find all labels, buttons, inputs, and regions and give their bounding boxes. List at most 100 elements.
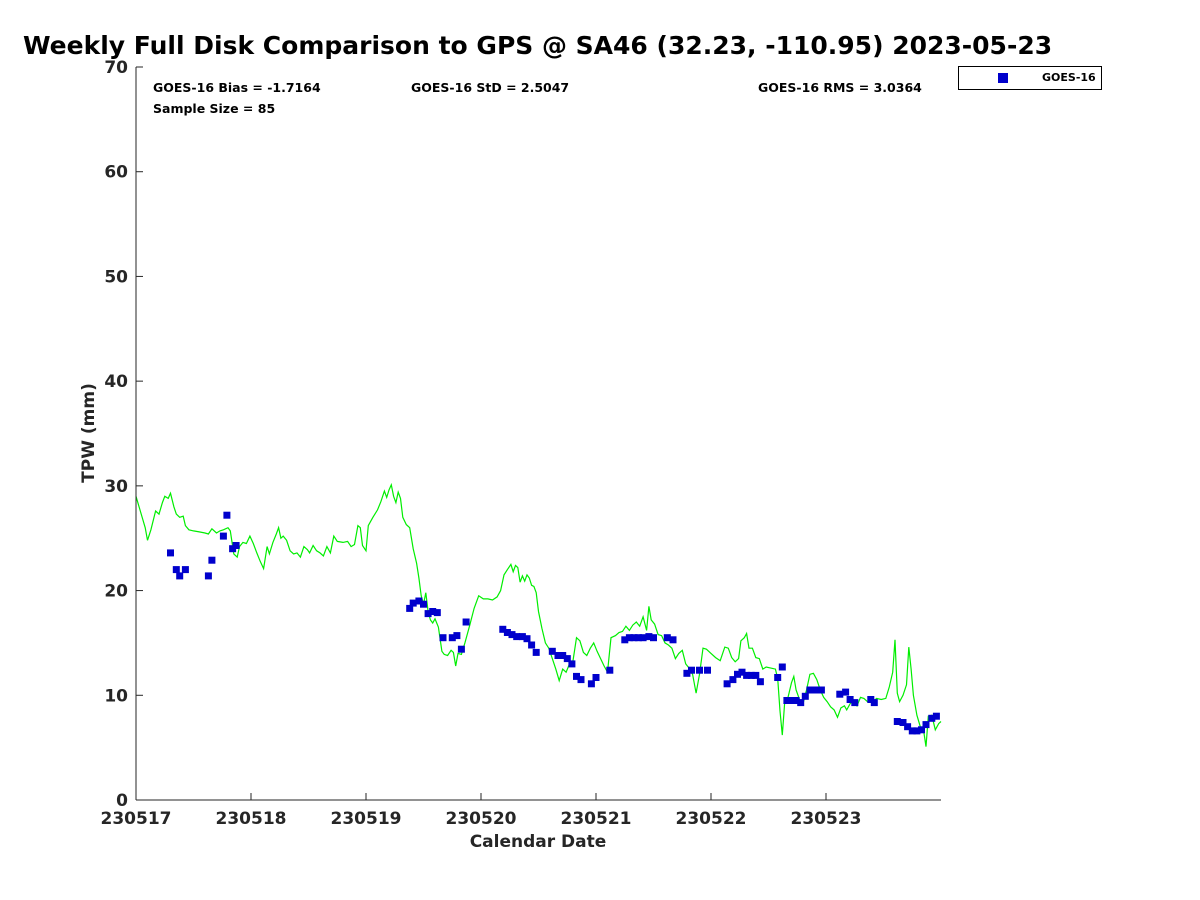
x-tick-label: 230518 xyxy=(216,809,287,829)
goes16-data-point xyxy=(559,652,567,659)
y-tick-label: 30 xyxy=(104,477,128,497)
goes16-data-point xyxy=(688,666,695,674)
goes16-data-point xyxy=(797,699,805,707)
goes16-data-point xyxy=(513,633,521,641)
goes16-data-point xyxy=(788,697,795,704)
y-ticks: 0 10 20 30 40 50 60 70 xyxy=(104,58,143,811)
goes16-data-point xyxy=(528,641,536,649)
legend: GOES-16 xyxy=(958,66,1102,90)
x-axis-label: Calendar Date xyxy=(470,832,607,852)
goes16-data-point xyxy=(842,688,850,696)
goes16-data-point xyxy=(554,652,562,659)
x-tick-label: 230523 xyxy=(791,809,862,829)
goes16-data-point xyxy=(508,631,516,639)
goes16-data-point xyxy=(606,666,614,674)
goes16-data-point xyxy=(429,608,437,615)
goes16-data-point xyxy=(752,671,760,679)
goes16-data-point xyxy=(587,680,595,688)
goes16-data-point xyxy=(846,696,854,703)
goes16-data-point xyxy=(503,629,511,636)
goes16-data-point xyxy=(532,648,540,656)
goes16-data-point xyxy=(181,566,189,574)
goes16-data-point xyxy=(851,699,859,707)
goes16-data-point xyxy=(870,699,878,707)
bias-stat: GOES-16 Bias = -1.7164 xyxy=(153,80,321,95)
goes16-data-point xyxy=(899,719,907,726)
goes16-data-point xyxy=(176,572,184,580)
goes16-data-point xyxy=(457,645,465,653)
y-tick-label: 50 xyxy=(104,267,128,287)
legend-box xyxy=(958,66,1102,90)
goes16-data-point xyxy=(448,634,456,642)
goes16-data-point xyxy=(778,663,786,671)
x-tick-label: 230519 xyxy=(331,809,402,829)
goes16-data-point xyxy=(433,609,441,617)
goes16-data-point xyxy=(409,599,417,607)
y-tick-label: 40 xyxy=(104,372,128,392)
goes16-data-point xyxy=(747,671,755,679)
goes16-data-point xyxy=(621,636,629,644)
x-tick-label: 230517 xyxy=(101,809,172,829)
goes16-data-point xyxy=(650,634,657,642)
y-tick-label: 70 xyxy=(104,58,128,78)
goes16-data-point xyxy=(774,674,782,681)
goes16-data-point xyxy=(913,727,921,735)
y-tick-label: 10 xyxy=(104,686,128,706)
goes16-data-point xyxy=(792,697,800,704)
plot-area xyxy=(136,67,941,800)
goes16-data-point xyxy=(462,618,470,626)
goes16-data-point xyxy=(729,676,737,684)
chart-title: Weekly Full Disk Comparison to GPS @ SA4… xyxy=(23,31,1052,60)
goes16-data-point xyxy=(630,634,638,642)
goes16-data-point xyxy=(625,634,633,642)
goes16-data-point xyxy=(573,672,580,680)
goes16-data-point xyxy=(893,718,901,725)
goes16-data-point xyxy=(439,634,447,642)
goes16-data-point xyxy=(723,680,731,688)
goes16-data-point xyxy=(738,668,746,676)
goes16-data-point xyxy=(783,697,791,704)
goes16-data-point xyxy=(734,670,741,678)
y-axis-label: TPW (mm) xyxy=(79,383,99,483)
goes16-data-point xyxy=(918,726,925,734)
sample-size-stat: Sample Size = 85 xyxy=(153,101,275,116)
goes16-data-point xyxy=(663,634,671,642)
goes16-data-point xyxy=(704,666,711,674)
x-tick-label: 230521 xyxy=(561,809,632,829)
goes16-data-point xyxy=(635,634,642,642)
goes16-data-point xyxy=(453,632,461,640)
legend-marker xyxy=(998,73,1008,83)
goes16-data-point xyxy=(523,635,531,643)
goes16-data-point xyxy=(756,678,764,686)
goes16-data-point xyxy=(683,669,691,677)
goes16-data-point xyxy=(908,727,916,735)
goes16-data-point xyxy=(577,676,585,684)
x-tick-label: 230520 xyxy=(446,809,517,829)
y-tick-label: 20 xyxy=(104,582,128,602)
goes16-data-point xyxy=(592,674,600,681)
y-tick-label: 60 xyxy=(104,163,128,183)
goes16-data-point xyxy=(836,690,844,698)
x-tick-label: 230522 xyxy=(676,809,747,829)
goes16-data-point xyxy=(696,666,703,674)
goes16-data-point xyxy=(548,647,556,655)
goes16-data-point xyxy=(406,604,414,612)
x-ticks: 230517 230518 230519 230520 230521 230522 2305… xyxy=(101,793,862,829)
y-tick-label: 0 xyxy=(116,791,128,811)
goes16-data-point xyxy=(817,686,825,694)
goes16-data-point xyxy=(904,723,912,731)
goes16-data-point xyxy=(932,712,940,720)
goes16-data-point xyxy=(172,566,180,574)
goes16-data-point xyxy=(928,714,936,722)
goes16-data-point xyxy=(232,542,240,549)
goes16-data-point xyxy=(204,572,212,580)
goes16-data-point xyxy=(563,655,571,663)
goes16-data-point xyxy=(499,625,507,633)
legend-label: GOES-16 xyxy=(1042,71,1096,84)
goes16-data-point xyxy=(801,692,809,700)
goes16-data-point xyxy=(743,671,751,679)
goes16-data-point xyxy=(639,634,647,642)
rms-stat: GOES-16 RMS = 3.0364 xyxy=(758,80,922,95)
goes16-data-point xyxy=(208,556,216,564)
